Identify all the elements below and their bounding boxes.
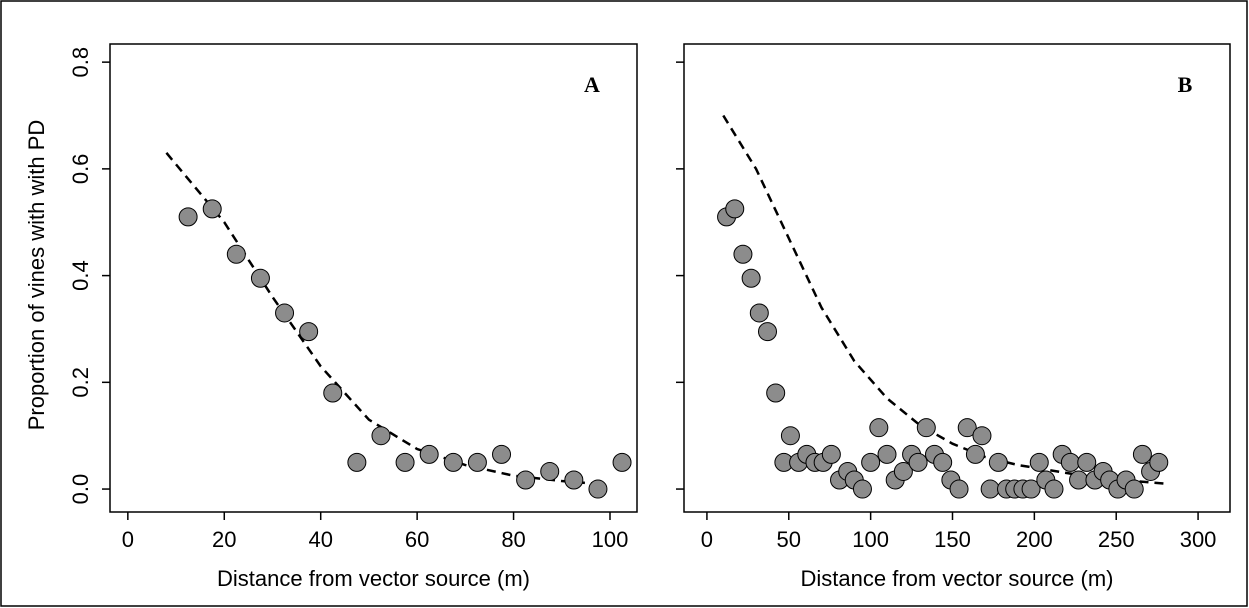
data-point	[780, 426, 800, 446]
data-point	[419, 444, 439, 464]
x-tick-label: 40	[308, 527, 332, 552]
x-tick-label: 150	[934, 527, 971, 552]
data-point	[972, 426, 992, 446]
data-point	[741, 268, 761, 288]
x-tick-label: 300	[1180, 527, 1217, 552]
data-point	[877, 444, 897, 464]
data-point	[733, 244, 753, 264]
x-tick-label: 250	[1098, 527, 1135, 552]
data-point	[1029, 452, 1049, 472]
data-point	[916, 418, 936, 438]
data-point	[275, 303, 295, 323]
data-point	[749, 303, 769, 323]
x-tick-label: 100	[852, 527, 889, 552]
data-point	[980, 479, 1000, 499]
data-point	[492, 444, 512, 464]
y-tick-label: 0.0	[68, 474, 93, 505]
x-tick-label: 20	[212, 527, 236, 552]
plot-frame	[683, 43, 1231, 513]
data-point	[1021, 479, 1041, 499]
y-axis-label: Proportion of vines with with PD	[24, 120, 49, 431]
data-point	[250, 268, 270, 288]
data-point	[540, 461, 560, 481]
data-point	[957, 418, 977, 438]
data-point	[516, 470, 536, 490]
data-point	[988, 452, 1008, 472]
y-tick-label: 0.8	[68, 47, 93, 78]
data-point	[178, 207, 198, 227]
x-tick-label: 0	[701, 527, 713, 552]
x-axis-label: Distance from vector source (m)	[801, 566, 1114, 591]
data-point	[347, 452, 367, 472]
y-tick-label: 0.4	[68, 260, 93, 291]
x-tick-label: 80	[501, 527, 525, 552]
data-point	[226, 244, 246, 264]
x-tick-label: 200	[1016, 527, 1053, 552]
data-point	[612, 452, 632, 472]
data-point	[852, 479, 872, 499]
x-tick-label: 0	[122, 527, 134, 552]
data-point	[564, 470, 584, 490]
fitted-curve	[722, 114, 1166, 485]
y-tick-label: 0.2	[68, 367, 93, 398]
data-point	[949, 479, 969, 499]
data-point	[323, 383, 343, 403]
data-point	[588, 479, 608, 499]
data-point	[371, 426, 391, 446]
data-point	[965, 444, 985, 464]
panel-label: A	[584, 72, 600, 97]
x-tick-label: 100	[592, 527, 629, 552]
data-point	[821, 444, 841, 464]
x-tick-label: 60	[405, 527, 429, 552]
data-point	[908, 452, 928, 472]
data-point	[757, 322, 777, 342]
data-point	[443, 452, 463, 472]
data-point	[202, 199, 222, 219]
data-point	[395, 452, 415, 472]
data-point	[869, 418, 889, 438]
data-point	[893, 461, 913, 481]
data-point	[1077, 452, 1097, 472]
data-point	[1132, 444, 1152, 464]
plot-frame	[109, 43, 638, 513]
data-point	[861, 452, 881, 472]
data-point	[1149, 452, 1169, 472]
data-point	[299, 322, 319, 342]
data-point	[467, 452, 487, 472]
data-point	[1044, 479, 1064, 499]
data-point	[1060, 452, 1080, 472]
data-point	[933, 452, 953, 472]
data-point	[1069, 470, 1089, 490]
panel-label: B	[1178, 72, 1193, 97]
fitted-curve	[165, 152, 596, 485]
x-tick-label: 50	[777, 527, 801, 552]
data-point	[766, 383, 786, 403]
data-point	[725, 199, 745, 219]
x-axis-label: Distance from vector source (m)	[217, 566, 530, 591]
data-point	[1124, 479, 1144, 499]
y-tick-label: 0.6	[68, 154, 93, 185]
